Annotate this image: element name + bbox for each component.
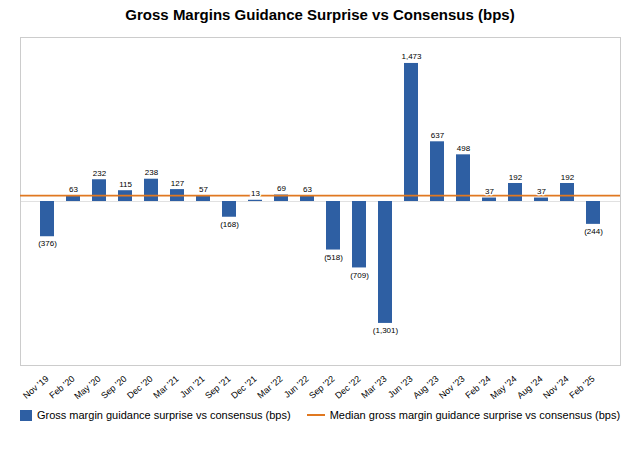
svg-text:1,473: 1,473 xyxy=(401,52,422,61)
svg-text:115: 115 xyxy=(119,180,132,189)
svg-text:Nov '23: Nov '23 xyxy=(437,374,467,401)
svg-text:127: 127 xyxy=(171,179,185,188)
svg-text:(376): (376) xyxy=(38,239,57,248)
svg-text:Sep '20: Sep '20 xyxy=(99,374,129,401)
svg-text:Mar '23: Mar '23 xyxy=(359,374,388,401)
svg-text:May '24: May '24 xyxy=(488,374,518,402)
svg-text:Mar '21: Mar '21 xyxy=(151,374,180,401)
html-text:Median gross margin guidance s: Median gross margin guidance surprise vs… xyxy=(329,409,621,421)
svg-text:192: 192 xyxy=(561,173,575,182)
svg-text:37: 37 xyxy=(537,187,546,196)
html-text:Gross margin guidance surprise: Gross margin guidance surprise vs consen… xyxy=(36,409,291,421)
svg-text:Dec '22: Dec '22 xyxy=(333,374,363,401)
svg-text:Jun '23: Jun '23 xyxy=(386,374,414,400)
svg-text:Dec '20: Dec '20 xyxy=(125,374,155,401)
svg-text:69: 69 xyxy=(277,184,286,193)
svg-text:Aug '23: Aug '23 xyxy=(411,374,441,401)
svg-text:(518): (518) xyxy=(324,253,343,262)
svg-text:63: 63 xyxy=(69,185,78,194)
svg-text:Jun '21: Jun '21 xyxy=(178,374,206,400)
svg-text:Jun '22: Jun '22 xyxy=(282,374,310,400)
svg-text:Feb '24: Feb '24 xyxy=(463,374,492,401)
svg-text:Feb '25: Feb '25 xyxy=(567,374,596,401)
svg-text:63: 63 xyxy=(303,185,312,194)
svg-text:232: 232 xyxy=(93,169,107,178)
svg-text:(168): (168) xyxy=(220,220,239,229)
svg-text:192: 192 xyxy=(509,173,523,182)
svg-text:Nov '24: Nov '24 xyxy=(541,374,571,401)
svg-text:57: 57 xyxy=(199,185,208,194)
svg-text:Sep '21: Sep '21 xyxy=(203,374,233,401)
svg-text:(244): (244) xyxy=(584,227,603,236)
svg-text:Mar '22: Mar '22 xyxy=(255,374,284,401)
svg-text:Aug '24: Aug '24 xyxy=(515,374,545,401)
svg-text:37: 37 xyxy=(485,187,494,196)
svg-text:Nov '19: Nov '19 xyxy=(21,374,51,401)
svg-text:(1,301): (1,301) xyxy=(373,326,399,335)
html-text:Gross Margins Guidance Surpris: Gross Margins Guidance Surprise vs Conse… xyxy=(125,6,515,23)
svg-text:Sep '22: Sep '22 xyxy=(307,374,337,401)
svg-text:238: 238 xyxy=(145,168,159,177)
svg-text:498: 498 xyxy=(457,144,471,153)
svg-text:May '20: May '20 xyxy=(72,374,102,402)
svg-text:13: 13 xyxy=(251,189,260,198)
svg-text:Dec '21: Dec '21 xyxy=(229,374,259,401)
svg-text:Feb '20: Feb '20 xyxy=(47,374,76,401)
svg-text:637: 637 xyxy=(431,131,445,140)
svg-text:(709): (709) xyxy=(350,271,369,280)
